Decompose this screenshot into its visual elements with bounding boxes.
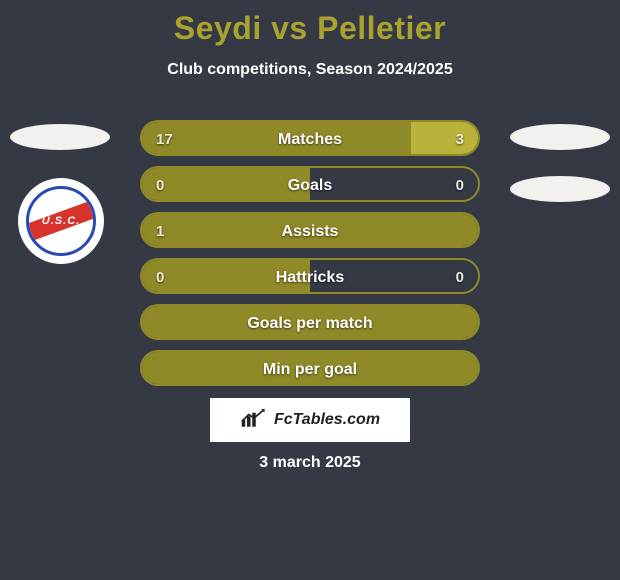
stat-row: Hattricks0 0 — [140, 258, 480, 294]
stat-label: Goals per match — [142, 306, 478, 340]
stat-row: Goals per match — [140, 304, 480, 340]
page-title: Seydi vs Pelletier — [0, 0, 620, 47]
stat-label: Assists — [142, 214, 478, 248]
comparison-infographic: Seydi vs Pelletier Club competitions, Se… — [0, 0, 620, 580]
stat-value-left: 1 — [156, 214, 164, 248]
stat-row: Min per goal — [140, 350, 480, 386]
subtitle: Club competitions, Season 2024/2025 — [0, 61, 620, 79]
crest-text: U.S.C. — [29, 215, 93, 227]
stat-label: Matches — [142, 122, 478, 156]
club-crest-left: U.S.C. — [18, 178, 104, 264]
player-right-oval — [510, 124, 610, 150]
stat-value-right: 0 — [456, 260, 464, 294]
watermark-text: FcTables.com — [274, 411, 380, 429]
watermark-icon — [240, 407, 268, 434]
date-label: 3 march 2025 — [0, 454, 620, 472]
stat-row: Goals0 0 — [140, 166, 480, 202]
stat-value-left: 0 — [156, 168, 164, 202]
player-right-oval-secondary — [510, 176, 610, 202]
stat-rows: Matches173Goals00Assists1Hattricks00Goal… — [140, 120, 480, 396]
player-left-oval — [10, 124, 110, 150]
stat-value-left: 17 — [156, 122, 173, 156]
watermark: FcTables.com — [210, 398, 410, 442]
stat-value-right: 0 — [456, 168, 464, 202]
stat-label: Min per goal — [142, 352, 478, 386]
stat-row: Matches17 3 — [140, 120, 480, 156]
stat-label: Goals — [142, 168, 478, 202]
stat-label: Hattricks — [142, 260, 478, 294]
stat-row: Assists1 — [140, 212, 480, 248]
stat-value-right: 3 — [456, 122, 464, 156]
club-crest-shield: U.S.C. — [26, 186, 96, 256]
stat-value-left: 0 — [156, 260, 164, 294]
